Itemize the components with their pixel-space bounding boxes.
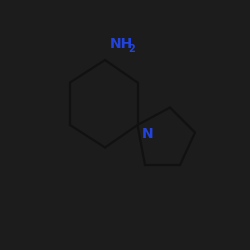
Text: N: N (141, 128, 153, 141)
Text: 2: 2 (128, 44, 135, 54)
Text: NH: NH (110, 37, 133, 51)
